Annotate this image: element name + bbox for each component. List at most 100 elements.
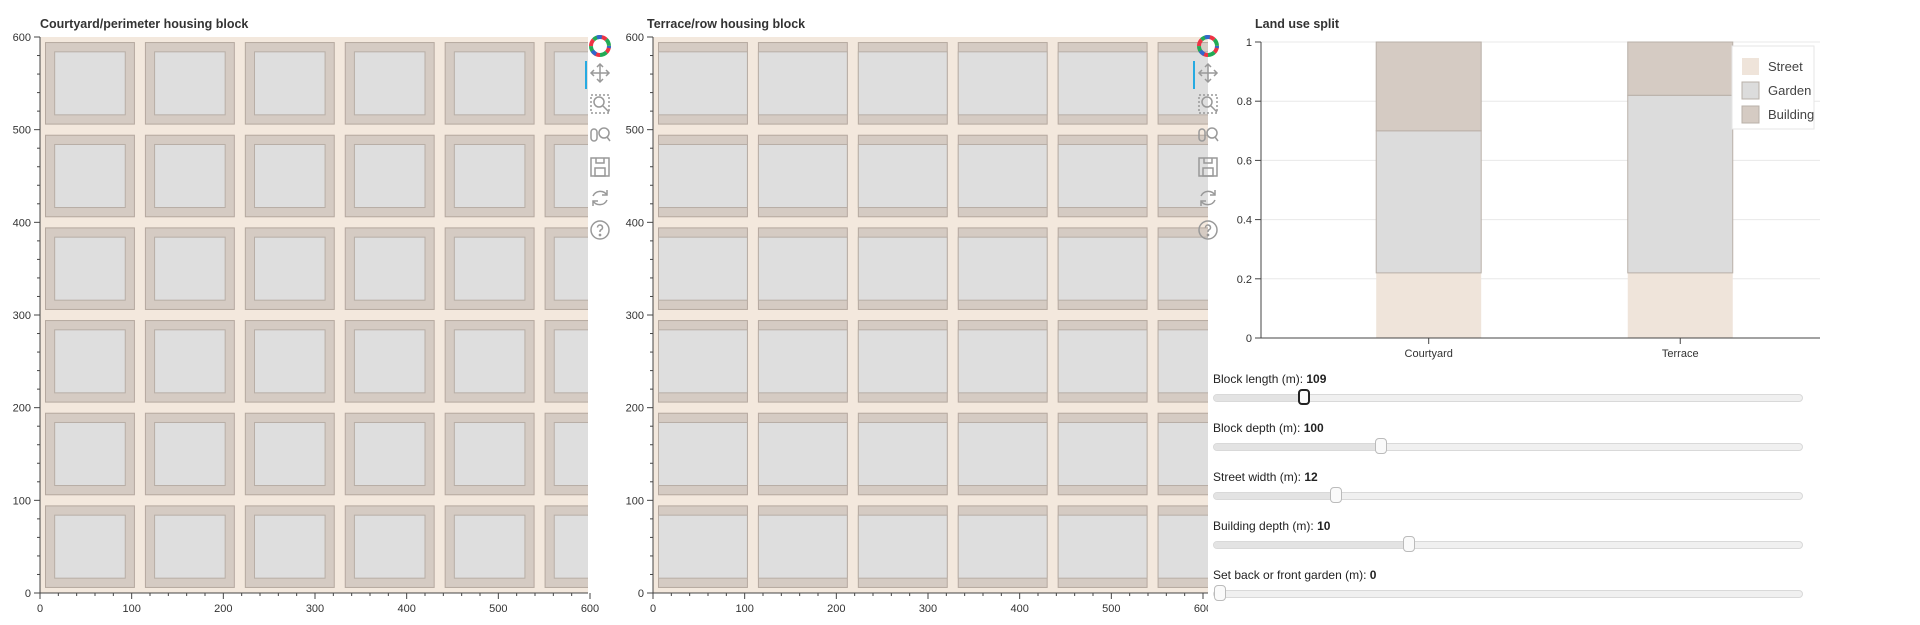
garden-strip: [1057, 51, 1148, 116]
garden-strip: [658, 421, 748, 487]
x-tick-label: 500: [1102, 603, 1120, 615]
garden-strip: [857, 421, 948, 487]
street-area: [653, 37, 1208, 593]
garden-strip: [857, 143, 948, 209]
active-tool-indicator: [585, 61, 587, 89]
pan-icon[interactable]: [1196, 61, 1220, 85]
slider-track[interactable]: [1213, 536, 1803, 552]
plot-area[interactable]: [653, 37, 1208, 593]
slider-handle[interactable]: [1330, 487, 1343, 503]
bar-street: [1376, 272, 1482, 338]
y-tick-label: 400: [626, 217, 644, 229]
garden-strip: [957, 51, 1048, 116]
slider-track[interactable]: [1213, 438, 1803, 454]
y-tick-label: 100: [13, 495, 31, 507]
help-icon[interactable]: [1196, 218, 1220, 242]
box-zoom-icon[interactable]: [1196, 92, 1220, 116]
garden-courtyard: [54, 236, 126, 301]
garden-strip: [1157, 329, 1208, 394]
garden-strip: [1057, 236, 1148, 301]
y-tick-label: 600: [13, 32, 31, 44]
garden-courtyard: [54, 143, 126, 209]
terrace-plot[interactable]: 0 100 200 300 400 500 600 0 100 200 300 400 500 600: [600, 0, 1208, 625]
garden-strip: [658, 51, 748, 116]
slider-group: Block length (m): 109: [1213, 371, 1803, 405]
garden-courtyard: [154, 143, 226, 209]
bokeh-logo-icon[interactable]: [588, 34, 612, 58]
garden-strip: [857, 514, 948, 579]
slider-label: Block length (m): 109: [1213, 371, 1803, 387]
courtyard-plot[interactable]: 0 100 200 300 400 500 600 0 100 200 300 400 500 600: [0, 0, 600, 625]
slider-value: 109: [1306, 372, 1327, 386]
slider-group: Block depth (m): 100: [1213, 420, 1803, 454]
slider-handle[interactable]: [1298, 389, 1311, 405]
garden-courtyard: [254, 421, 326, 487]
garden-courtyard: [54, 329, 126, 394]
x-tick-label: 0: [37, 603, 43, 615]
slider-handle[interactable]: [1214, 585, 1226, 601]
bokeh-logo-icon[interactable]: [1196, 34, 1220, 58]
garden-courtyard: [154, 421, 226, 487]
garden-strip: [857, 329, 948, 394]
x-tick-label: 600: [1194, 603, 1208, 615]
slider-value: 12: [1304, 470, 1318, 484]
x-tick-label: 200: [214, 603, 232, 615]
slider-label-text: Building depth (m):: [1213, 519, 1318, 533]
garden-strip: [957, 421, 1048, 487]
y-tick-label: 300: [13, 310, 31, 322]
courtyard-plot-title: Courtyard/perimeter housing block: [40, 17, 249, 31]
garden-courtyard: [254, 329, 326, 394]
garden-courtyard: [353, 329, 426, 394]
help-icon[interactable]: [588, 218, 612, 242]
garden-courtyard: [453, 329, 526, 394]
slider-handle[interactable]: [1402, 536, 1415, 552]
x-tick-label: Terrace: [1662, 348, 1699, 360]
slider-track[interactable]: [1213, 389, 1803, 405]
save-icon[interactable]: [588, 155, 612, 179]
garden-courtyard: [353, 51, 426, 116]
box-zoom-icon[interactable]: [588, 92, 612, 116]
x-tick-label: Courtyard: [1405, 348, 1453, 360]
garden-strip: [1157, 236, 1208, 301]
garden-strip: [957, 514, 1048, 579]
active-tool-indicator: [1193, 61, 1195, 89]
terrace-plot-group: 0 100 200 300 400 500 600 0 100 200 300 400 500 600: [626, 32, 1208, 615]
slider-track[interactable]: [1213, 585, 1803, 601]
garden-courtyard: [54, 514, 126, 579]
y-tick-label: 1: [1246, 37, 1252, 49]
legend-label: Street: [1768, 59, 1803, 74]
garden-courtyard: [353, 421, 426, 487]
bar-street: [1627, 272, 1733, 338]
legend-swatch: [1741, 81, 1760, 100]
slider-value: 100: [1303, 421, 1324, 435]
garden-strip: [757, 143, 848, 209]
slider-label-text: Block length (m):: [1213, 372, 1307, 386]
garden-strip: [1057, 514, 1148, 579]
y-tick-label: 0.2: [1237, 274, 1252, 286]
x-tick-label: 500: [489, 603, 507, 615]
wheel-zoom-icon[interactable]: [1196, 123, 1220, 147]
garden-courtyard: [453, 143, 526, 209]
plot-area[interactable]: [40, 37, 600, 593]
reset-icon[interactable]: [1196, 186, 1220, 210]
reset-icon[interactable]: [588, 186, 612, 210]
x-tick-label: 300: [306, 603, 324, 615]
slider-label-text: Set back or front garden (m):: [1213, 568, 1370, 582]
save-icon[interactable]: [1196, 155, 1220, 179]
garden-courtyard: [154, 236, 226, 301]
pan-icon[interactable]: [588, 61, 612, 85]
garden-courtyard: [553, 143, 588, 209]
bar-garden: [1627, 94, 1734, 274]
garden-strip: [757, 236, 848, 301]
garden-strip: [757, 421, 848, 487]
x-tick-label: 600: [581, 603, 599, 615]
slider-track[interactable]: [1213, 487, 1803, 503]
garden-courtyard: [453, 421, 526, 487]
slider-handle[interactable]: [1374, 438, 1387, 454]
wheel-zoom-icon[interactable]: [588, 123, 612, 147]
garden-strip: [1157, 421, 1208, 487]
slider-label-text: Block depth (m):: [1213, 421, 1304, 435]
garden-courtyard: [453, 51, 526, 116]
garden-courtyard: [254, 51, 326, 116]
x-tick-label: 400: [1010, 603, 1028, 615]
